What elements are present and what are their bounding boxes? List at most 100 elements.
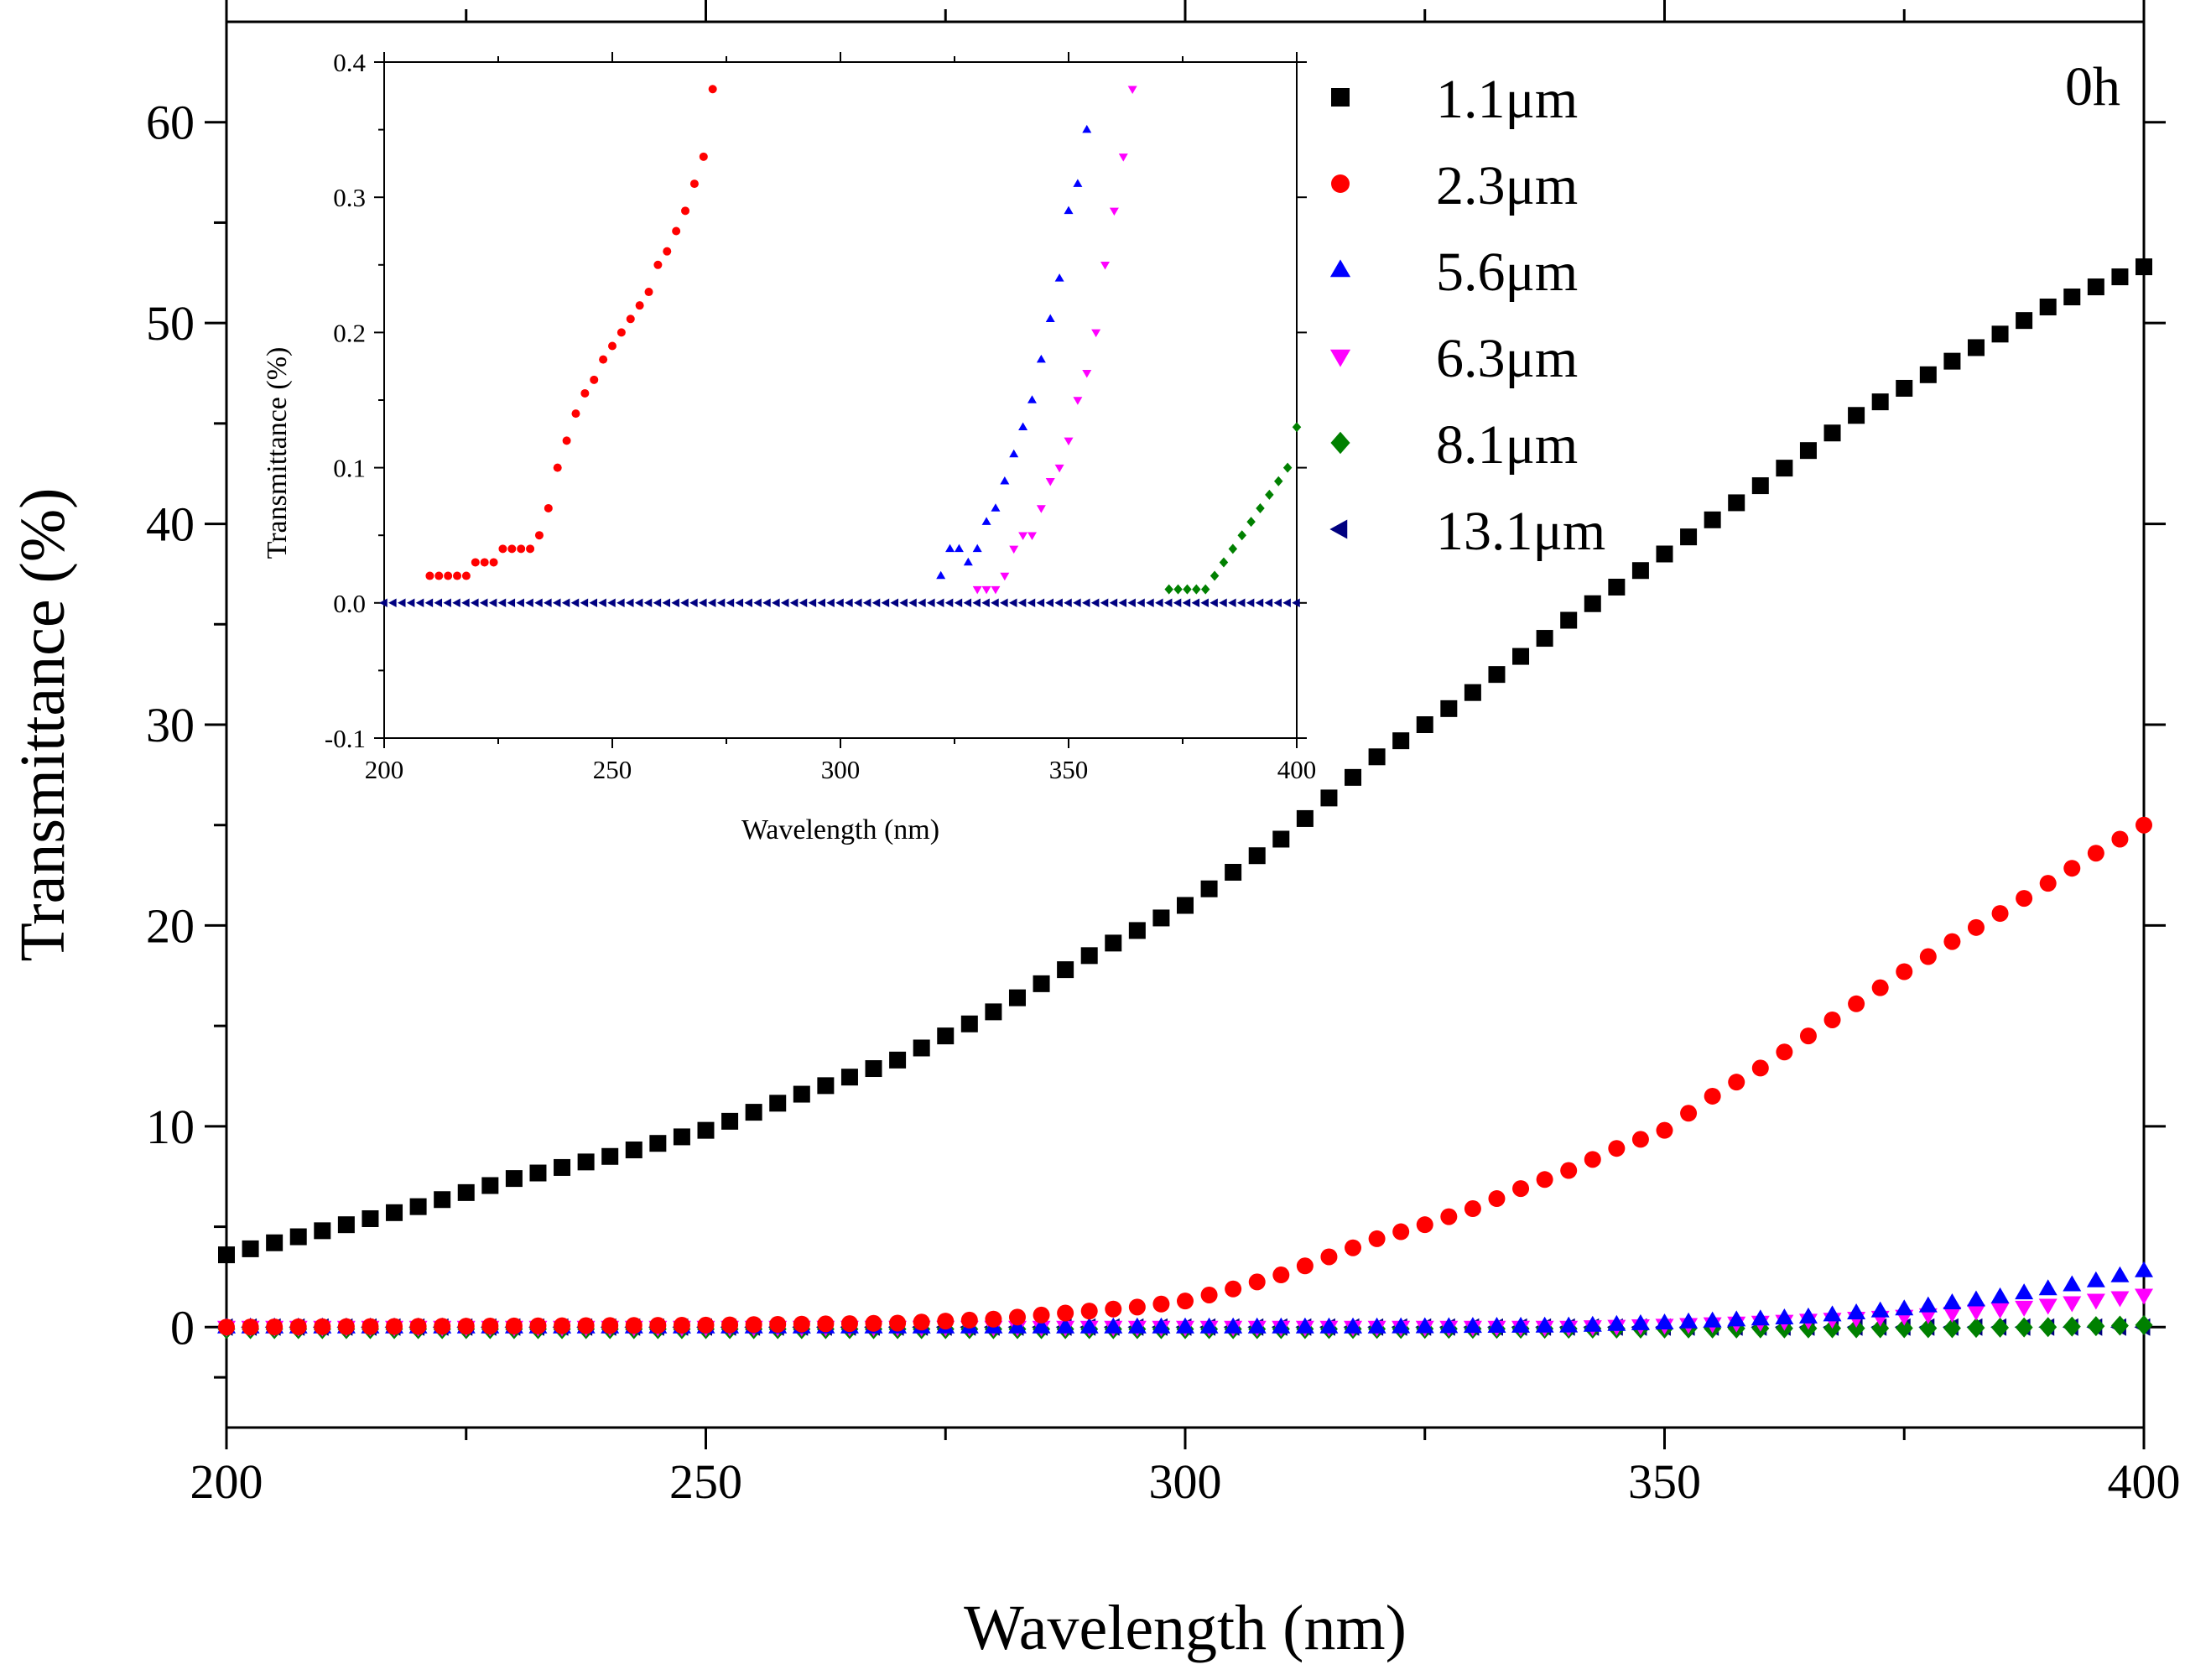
main-data-point bbox=[1272, 1317, 1291, 1334]
main-data-point bbox=[865, 1314, 882, 1332]
main-data-point bbox=[1631, 1131, 1649, 1148]
inset-data-point bbox=[580, 388, 590, 398]
inset-data-point bbox=[899, 598, 908, 608]
main-x-tick-label: 400 bbox=[2108, 1454, 2181, 1509]
main-data-point bbox=[1919, 948, 1937, 965]
inset-data-point bbox=[1000, 476, 1010, 485]
main-data-point bbox=[889, 1314, 907, 1332]
main-data-point bbox=[1728, 494, 1745, 512]
main-data-point bbox=[1488, 1190, 1506, 1208]
inset-data-point bbox=[935, 598, 944, 608]
main-data-point bbox=[1871, 979, 1889, 996]
inset-data-point bbox=[1017, 598, 1027, 608]
inset-series-8-1-m bbox=[1164, 422, 1302, 595]
inset-data-point bbox=[826, 598, 835, 608]
inset-data-point bbox=[663, 247, 672, 256]
main-y-tick-label: 60 bbox=[146, 96, 195, 150]
main-data-point bbox=[1272, 830, 1290, 848]
main-data-point bbox=[1440, 1208, 1458, 1225]
main-data-point bbox=[673, 1317, 690, 1334]
inset-data-point bbox=[507, 598, 516, 608]
main-data-point bbox=[337, 1318, 355, 1335]
inset-y-tick-label: 0.1 bbox=[333, 454, 366, 483]
main-data-point bbox=[1057, 1304, 1074, 1322]
inset-data-point bbox=[780, 598, 789, 608]
inset-data-point bbox=[862, 598, 871, 608]
inset-data-point bbox=[991, 585, 1001, 595]
inset-data-point bbox=[415, 598, 424, 608]
main-data-point bbox=[481, 1177, 499, 1194]
main-data-point bbox=[1080, 947, 1098, 965]
main-data-point bbox=[2015, 1300, 2034, 1317]
inset-data-point bbox=[881, 598, 890, 608]
main-data-point bbox=[434, 1318, 451, 1335]
main-data-point bbox=[1584, 595, 1601, 612]
inset-data-point bbox=[1191, 598, 1200, 608]
main-data-point bbox=[793, 1315, 810, 1333]
main-data-point bbox=[1344, 1317, 1363, 1334]
inset-data-point bbox=[699, 598, 707, 608]
main-data-point bbox=[1177, 1293, 1194, 1310]
inset-data-point bbox=[662, 598, 671, 608]
main-data-point bbox=[1656, 545, 1673, 563]
inset-data-point bbox=[845, 598, 853, 608]
inset-y-tick-label: -0.1 bbox=[325, 724, 366, 753]
inset-data-point bbox=[1273, 598, 1282, 608]
main-data-point bbox=[1080, 1303, 1098, 1320]
main-data-point bbox=[1535, 1316, 1554, 1333]
main-data-point bbox=[1319, 1317, 1339, 1334]
main-data-point bbox=[1751, 1309, 1770, 1326]
inset-data-point bbox=[516, 598, 524, 608]
main-data-point bbox=[2136, 816, 2152, 834]
inset-data-point bbox=[497, 598, 507, 608]
inset-data-point bbox=[1082, 598, 1090, 608]
main-data-point bbox=[1896, 963, 1913, 980]
main-data-point bbox=[409, 1318, 427, 1335]
inset-data-point bbox=[726, 598, 735, 608]
main-data-point bbox=[1248, 1273, 1266, 1291]
inset-data-point bbox=[1054, 273, 1064, 282]
main-data-point bbox=[1680, 1105, 1698, 1122]
inset-data-point bbox=[1054, 598, 1063, 608]
inset-data-point bbox=[689, 598, 698, 608]
main-data-point bbox=[2087, 845, 2104, 862]
legend-label: 8.1μm bbox=[1436, 414, 1578, 476]
main-y-tick-label: 50 bbox=[146, 296, 195, 351]
main-data-point bbox=[529, 1317, 547, 1334]
main-data-point bbox=[1943, 1307, 1962, 1324]
main-x-tick-label: 350 bbox=[1628, 1454, 1701, 1509]
main-data-point bbox=[1128, 1298, 1146, 1316]
main-data-point bbox=[1295, 1317, 1314, 1334]
main-data-point bbox=[554, 1317, 571, 1334]
main-data-point bbox=[2038, 1279, 2058, 1296]
main-data-point bbox=[577, 1153, 595, 1171]
main-data-point bbox=[1607, 1314, 1626, 1331]
inset-data-point bbox=[471, 558, 480, 567]
main-data-point bbox=[386, 1204, 403, 1221]
main-data-point bbox=[2135, 1288, 2153, 1305]
inset-data-point bbox=[1246, 598, 1255, 608]
main-data-point bbox=[1008, 989, 1026, 1006]
inset-data-point bbox=[1236, 598, 1246, 608]
inset-data-point bbox=[444, 571, 453, 580]
inset-data-point bbox=[1073, 397, 1083, 405]
main-x-tick-label: 200 bbox=[190, 1454, 263, 1509]
inset-data-point bbox=[598, 598, 606, 608]
main-data-point bbox=[2063, 1275, 2082, 1292]
main-data-point bbox=[409, 1198, 427, 1215]
main-data-point bbox=[1848, 995, 1865, 1012]
main-data-point bbox=[2110, 1291, 2130, 1308]
inset-x-tick-label: 350 bbox=[1049, 755, 1089, 784]
main-data-point bbox=[1416, 716, 1433, 733]
legend-label: 6.3μm bbox=[1436, 328, 1578, 389]
main-data-point bbox=[769, 1095, 787, 1112]
main-data-point bbox=[1847, 1303, 1866, 1320]
main-x-tick-label: 300 bbox=[1149, 1454, 1222, 1509]
main-data-point bbox=[1943, 1293, 1962, 1310]
main-data-point bbox=[840, 1315, 858, 1333]
main-data-point bbox=[1415, 1317, 1434, 1334]
main-data-point bbox=[1991, 905, 2009, 923]
inset-data-point bbox=[944, 598, 954, 608]
inset-data-point bbox=[1173, 598, 1182, 608]
